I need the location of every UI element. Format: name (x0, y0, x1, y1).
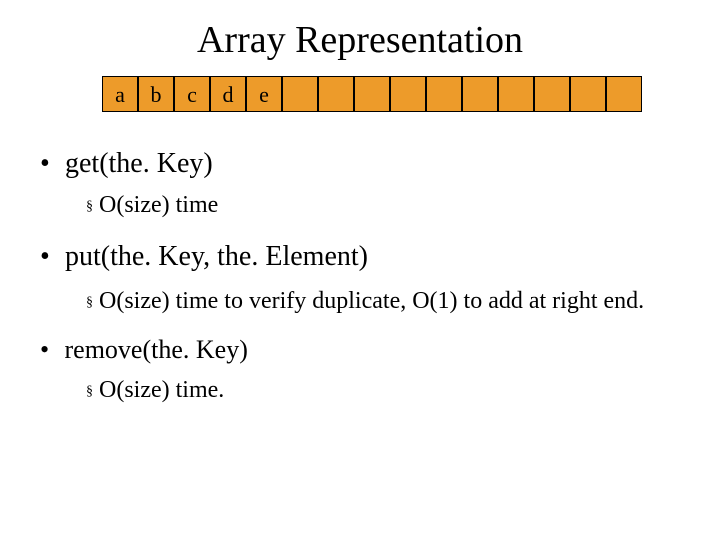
array-cell: b (138, 76, 174, 112)
bullet-marker: • (40, 241, 58, 273)
array-cell-empty (498, 76, 534, 112)
array-cell: c (174, 76, 210, 112)
bullet-remove: • remove(the. Key) (40, 335, 690, 365)
subbullet-put: § O(size) time to verify duplicate, O(1) … (86, 285, 690, 317)
array-cell-empty (606, 76, 642, 112)
array-cell-empty (282, 76, 318, 112)
slide: Array Representation a b c d e • get(the… (0, 0, 720, 424)
bullet-list: • get(the. Key) § O(size) time • put(the.… (40, 148, 690, 404)
bullet-put: • put(the. Key, the. Element) (40, 241, 690, 273)
array-cell: d (210, 76, 246, 112)
subbullet-text: O(size) time. (99, 377, 224, 403)
bullet-text: remove(the. Key) (65, 335, 248, 364)
array-cell-empty (354, 76, 390, 112)
array-cell-empty (318, 76, 354, 112)
bullet-text: put(the. Key, the. Element) (65, 241, 368, 272)
subbullet-marker: § (86, 294, 93, 313)
bullet-text: get(the. Key) (65, 148, 213, 179)
subbullet-marker: § (86, 199, 93, 215)
bullet-marker: • (40, 335, 58, 365)
subbullet-text: O(size) time to verify duplicate, O(1) t… (99, 288, 644, 314)
subbullet-marker: § (86, 384, 93, 400)
array-cell-empty (534, 76, 570, 112)
array-cell-empty (462, 76, 498, 112)
array-cell-empty (390, 76, 426, 112)
array-cell-empty (570, 76, 606, 112)
array-diagram: a b c d e (102, 76, 690, 112)
bullet-get: • get(the. Key) (40, 148, 690, 180)
subbullet-get: § O(size) time (86, 192, 690, 219)
subbullet-text: O(size) time (99, 192, 218, 218)
array-cell: e (246, 76, 282, 112)
array-cell: a (102, 76, 138, 112)
subbullet-remove: § O(size) time. (86, 377, 690, 404)
array-cell-empty (426, 76, 462, 112)
bullet-marker: • (40, 148, 58, 180)
slide-title: Array Representation (30, 18, 690, 62)
